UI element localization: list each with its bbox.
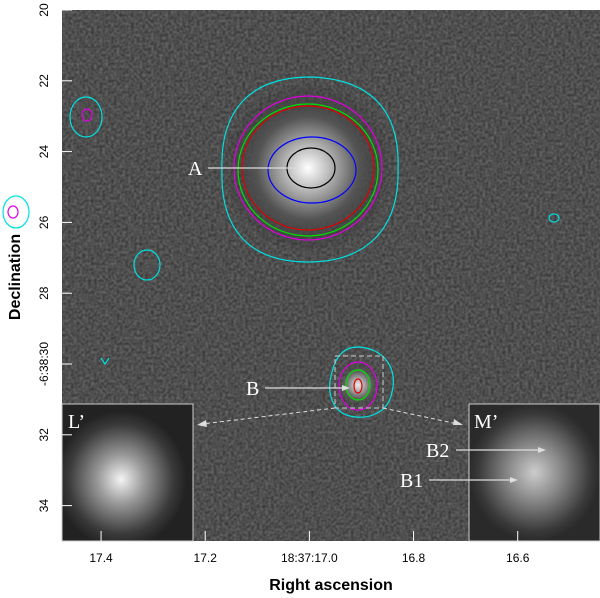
y-tick-label: 34 <box>37 499 51 513</box>
y-tick-label: 20 <box>37 3 51 17</box>
zoom-arrows <box>197 407 463 427</box>
contour <box>221 76 399 263</box>
axes: 17.4 17.2 18:37:17.0 16.8 16.6 20 22 24 26 28 -6:3… <box>37 3 530 565</box>
contour <box>237 103 379 237</box>
contour <box>133 249 161 281</box>
contour <box>69 96 103 138</box>
label-b: B <box>246 378 259 400</box>
y-tick-label: 28 <box>37 286 51 300</box>
y-tick-label: 32 <box>37 428 51 442</box>
y-tick-label: -6:38:30 <box>37 342 51 386</box>
pointers <box>208 167 546 483</box>
arrow <box>201 407 336 425</box>
contour <box>353 378 363 394</box>
inset-l <box>61 403 194 542</box>
arrowhead <box>538 447 546 453</box>
label-m: M’ <box>474 411 498 433</box>
x-axis-title: Right ascension <box>269 577 393 594</box>
source-a <box>223 83 393 253</box>
arrowhead <box>342 385 350 391</box>
contour <box>100 357 110 366</box>
contour <box>345 369 371 401</box>
x-tick-label: 16.8 <box>402 551 426 565</box>
source-b <box>336 363 380 407</box>
x-tick-label: 17.4 <box>89 551 113 565</box>
label-a: A <box>188 158 203 180</box>
contours-other <box>2 96 560 418</box>
arrowhead <box>197 420 207 427</box>
contour <box>338 361 378 411</box>
y-tick-label: 22 <box>37 74 51 88</box>
arrow <box>382 407 459 425</box>
label-b1: B1 <box>400 470 423 492</box>
y-tick-label: 26 <box>37 215 51 229</box>
contour <box>7 205 19 219</box>
contour <box>329 346 394 418</box>
arrowhead <box>453 419 463 425</box>
contour <box>81 108 93 122</box>
contour <box>267 136 357 204</box>
contour <box>2 195 30 229</box>
inset-m <box>468 403 600 542</box>
label-l: L’ <box>68 411 85 433</box>
y-tick-label: 24 <box>37 145 51 159</box>
label-b2: B2 <box>426 440 449 462</box>
arrowhead <box>510 477 518 483</box>
contour <box>548 213 560 223</box>
zoom-box <box>334 355 384 409</box>
x-tick-label: 18:37:17.0 <box>281 551 338 565</box>
x-tick-label: 16.6 <box>506 551 530 565</box>
x-tick-label: 17.2 <box>194 551 218 565</box>
y-axis-title: Declination <box>7 234 24 320</box>
